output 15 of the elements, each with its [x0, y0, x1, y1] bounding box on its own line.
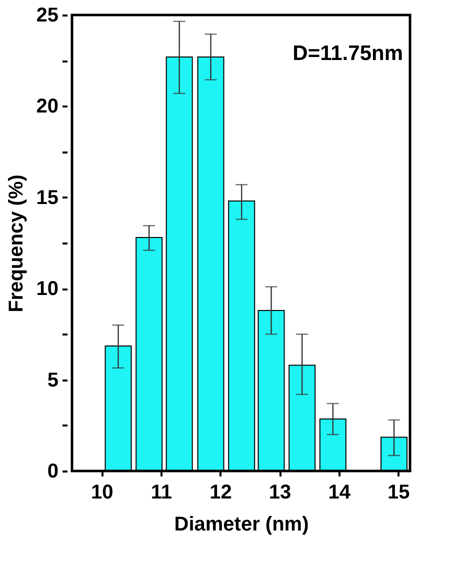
y-tick-label: 20 — [36, 96, 58, 118]
x-tick-label: 13 — [268, 482, 292, 504]
x-tick-label: 12 — [210, 482, 232, 504]
y-tick-label: 5 — [47, 369, 58, 392]
y-tick-label: 25 — [36, 4, 58, 26]
y-axis-title: Frequency (%) — [5, 174, 28, 312]
x-tick-label: 14 — [328, 482, 352, 504]
y-tick-label: 15 — [36, 186, 58, 209]
x-tick-label: 15 — [388, 482, 410, 504]
x-tick-label: 11 — [150, 482, 172, 504]
annotation: D=11.75nm — [292, 42, 403, 65]
y-tick-label: 10 — [36, 278, 58, 300]
x-axis-title: Diameter (nm) — [174, 514, 309, 536]
y-tick-label: 0 — [47, 460, 58, 482]
x-tick-label: 10 — [91, 482, 114, 504]
